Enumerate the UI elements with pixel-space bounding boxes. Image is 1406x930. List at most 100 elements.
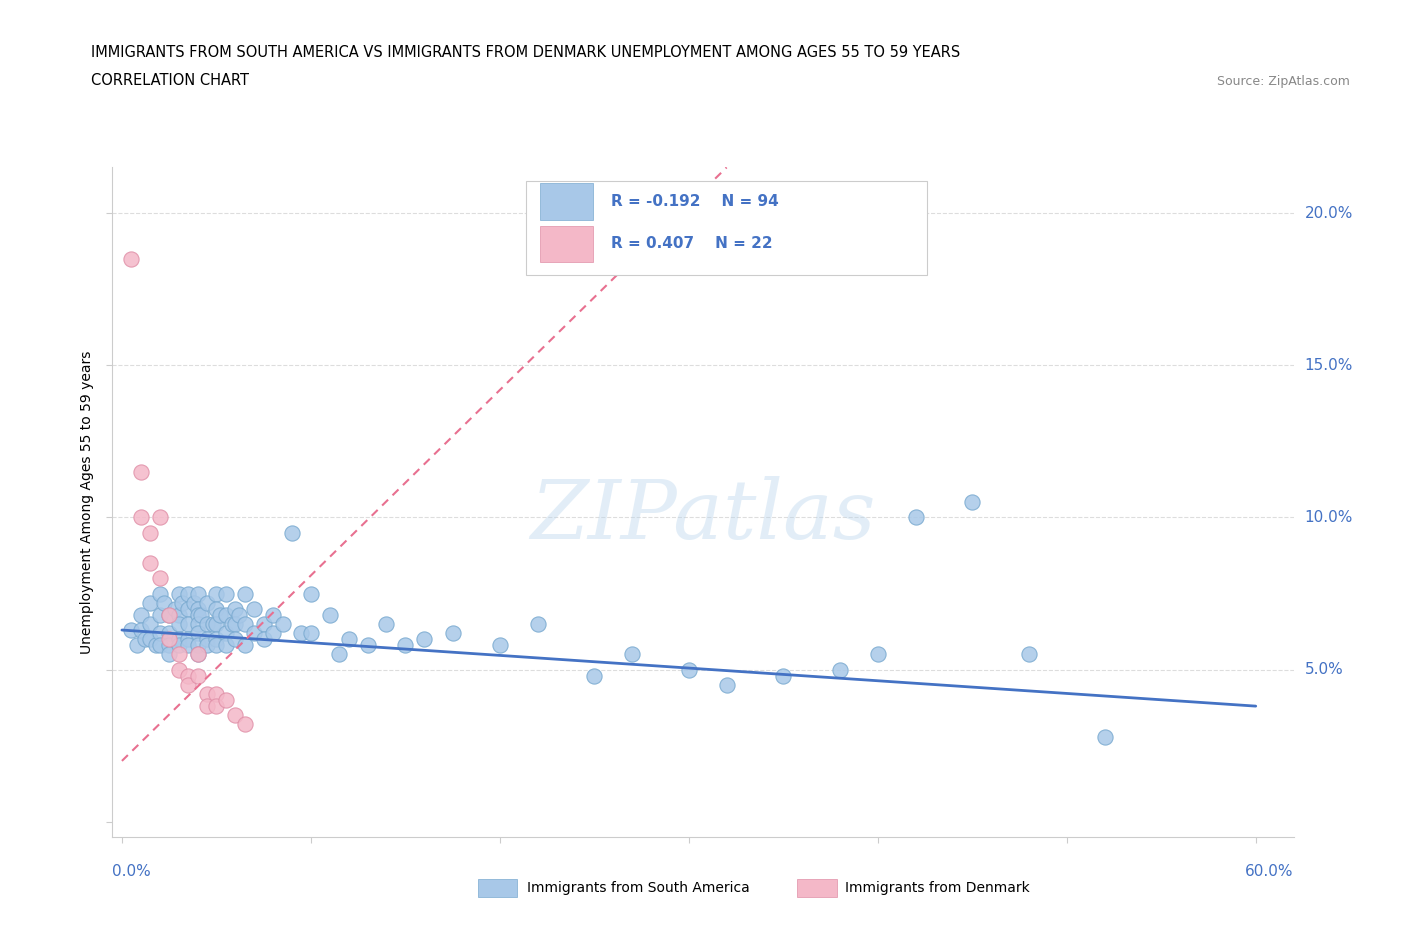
Text: IMMIGRANTS FROM SOUTH AMERICA VS IMMIGRANTS FROM DENMARK UNEMPLOYMENT AMONG AGES: IMMIGRANTS FROM SOUTH AMERICA VS IMMIGRA… <box>91 46 960 60</box>
Point <box>243 602 266 617</box>
Point <box>228 607 250 622</box>
Point <box>233 717 256 732</box>
Point <box>215 693 238 708</box>
Point <box>186 586 208 601</box>
Point <box>328 647 350 662</box>
Text: 0.0%: 0.0% <box>112 864 152 879</box>
Point <box>904 510 927 525</box>
Point <box>215 607 238 622</box>
Point <box>183 595 205 610</box>
Point <box>139 525 162 540</box>
Point <box>441 626 464 641</box>
Point <box>205 638 228 653</box>
Text: Source: ZipAtlas.com: Source: ZipAtlas.com <box>1216 75 1350 88</box>
Point <box>186 602 208 617</box>
Point <box>299 626 322 641</box>
Point <box>233 586 256 601</box>
Text: CORRELATION CHART: CORRELATION CHART <box>91 73 249 88</box>
Point <box>145 638 167 653</box>
Point <box>186 647 208 662</box>
Point <box>262 607 284 622</box>
Point <box>149 626 172 641</box>
Point <box>195 595 218 610</box>
Point <box>129 464 152 479</box>
Point <box>186 617 208 631</box>
Point <box>215 586 238 601</box>
Point <box>224 617 246 631</box>
Point <box>962 495 984 510</box>
Text: 15.0%: 15.0% <box>1305 358 1353 373</box>
Point <box>195 698 218 713</box>
Point <box>215 638 238 653</box>
Point <box>177 631 200 646</box>
Point <box>157 631 180 646</box>
Point <box>224 602 246 617</box>
Point <box>149 510 172 525</box>
Point <box>167 617 190 631</box>
Point <box>205 698 228 713</box>
Point <box>866 647 889 662</box>
Text: 20.0%: 20.0% <box>1305 206 1353 220</box>
Point <box>221 617 243 631</box>
Point <box>139 631 162 646</box>
Point <box>205 631 228 646</box>
Point <box>205 586 228 601</box>
Point <box>139 595 162 610</box>
Point <box>678 662 700 677</box>
Point <box>149 607 172 622</box>
Point <box>139 555 162 570</box>
Point <box>224 708 246 723</box>
Point <box>177 669 200 684</box>
Text: R = -0.192    N = 94: R = -0.192 N = 94 <box>610 194 779 209</box>
Point <box>129 622 152 637</box>
Point <box>177 617 200 631</box>
FancyBboxPatch shape <box>540 183 593 220</box>
Point <box>253 617 276 631</box>
Point <box>167 607 190 622</box>
Text: ZIPatlas: ZIPatlas <box>530 475 876 555</box>
Point <box>167 638 190 653</box>
Point <box>129 607 152 622</box>
Text: 5.0%: 5.0% <box>1305 662 1343 677</box>
Point <box>201 617 224 631</box>
Point <box>149 571 172 586</box>
Point <box>356 638 378 653</box>
Point <box>167 647 190 662</box>
Point <box>299 586 322 601</box>
Point <box>186 647 208 662</box>
Point <box>186 626 208 641</box>
Point <box>253 631 276 646</box>
Point <box>190 607 212 622</box>
Point <box>172 595 194 610</box>
Point <box>233 617 256 631</box>
Point <box>271 617 294 631</box>
Text: Immigrants from Denmark: Immigrants from Denmark <box>845 881 1029 896</box>
Point <box>281 525 304 540</box>
Text: R = 0.407    N = 22: R = 0.407 N = 22 <box>610 236 772 251</box>
Point <box>337 631 360 646</box>
Point <box>163 602 186 617</box>
Point <box>243 626 266 641</box>
Point <box>1094 729 1116 744</box>
Point <box>186 607 208 622</box>
Point <box>177 586 200 601</box>
Point <box>215 626 238 641</box>
Point <box>157 647 180 662</box>
Point <box>583 669 606 684</box>
Point <box>157 638 180 653</box>
Point <box>139 617 162 631</box>
Point <box>621 647 644 662</box>
Point <box>129 510 152 525</box>
Point <box>195 686 218 701</box>
Point <box>177 638 200 653</box>
Point <box>233 638 256 653</box>
Point <box>157 607 180 622</box>
Point <box>1018 647 1040 662</box>
Point <box>224 631 246 646</box>
Point <box>167 586 190 601</box>
Point <box>394 638 416 653</box>
Point <box>152 595 174 610</box>
Point <box>209 607 232 622</box>
Point <box>195 638 218 653</box>
Point <box>149 586 172 601</box>
